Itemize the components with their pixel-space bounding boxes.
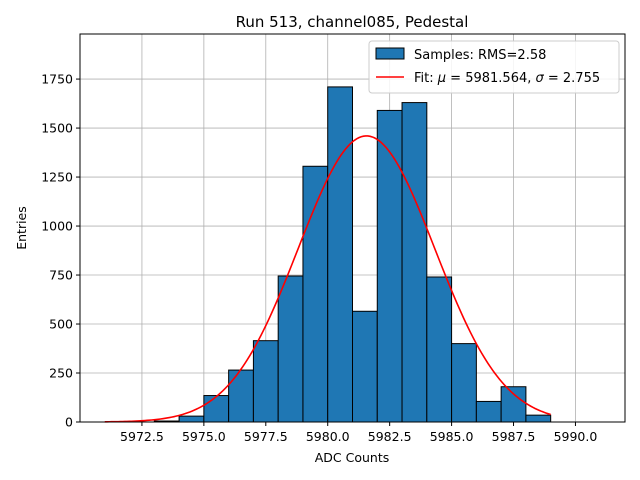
x-axis-label: ADC Counts	[315, 450, 390, 465]
x-tick-label: 5977.5	[244, 429, 288, 444]
y-tick-label: 1750	[41, 72, 73, 87]
legend-fit-mu-symbol: μ	[437, 71, 446, 86]
y-tick-label: 1500	[41, 121, 73, 136]
y-tick-label: 1250	[41, 170, 73, 185]
x-tick-label: 5987.5	[492, 429, 536, 444]
x-tick-label: 5982.5	[368, 429, 412, 444]
y-tick-label: 750	[49, 268, 73, 283]
histogram-bar	[228, 369, 254, 423]
x-tick-label: 5980.0	[306, 429, 350, 444]
legend: Samples: RMS=2.58 Fit: μ = 5981.564, σ =…	[368, 40, 620, 94]
x-tick-label: 5990.0	[554, 429, 598, 444]
legend-histogram-label: Samples: RMS=2.58	[414, 48, 546, 63]
histogram-bar	[500, 386, 527, 423]
histogram-bar	[178, 415, 205, 423]
y-axis-label: Entries	[14, 206, 29, 250]
y-tick-label: 500	[49, 317, 73, 332]
histogram-bar	[426, 276, 453, 423]
y-tick-label: 250	[49, 366, 73, 381]
legend-fit-label: Fit: μ = 5981.564, σ = 2.755	[414, 71, 600, 86]
histogram-bar	[277, 275, 304, 423]
histogram-bar	[475, 400, 502, 423]
histogram-bars	[153, 86, 552, 423]
plot-frame	[79, 33, 626, 423]
histogram-bar	[376, 109, 403, 423]
x-tick-label: 5975.0	[182, 429, 226, 444]
legend-box	[368, 40, 620, 94]
gaussian-fit	[104, 135, 551, 423]
legend-fit-mu-value: = 5981.564,	[446, 71, 535, 86]
histogram-bar	[327, 86, 353, 423]
x-tick-label: 5972.5	[120, 429, 164, 444]
legend-fit-sigma-value: = 2.755	[544, 71, 600, 86]
legend-histogram-swatch	[375, 47, 405, 60]
y-tick-label: 0	[65, 415, 73, 430]
histogram-bar	[352, 310, 378, 423]
gaussian-fit-curve	[104, 135, 551, 423]
histogram-bar	[525, 414, 552, 423]
histogram-bar	[203, 395, 230, 423]
chart-title: Run 513, channel085, Pedestal	[236, 13, 469, 31]
histogram-bar	[401, 102, 428, 423]
histogram-bar	[451, 343, 477, 423]
histogram-bar	[252, 340, 279, 423]
histogram-bar	[302, 165, 329, 423]
y-tick-label: 1000	[41, 219, 73, 234]
x-tick-label: 5985.0	[430, 429, 474, 444]
legend-fit-sigma-symbol: σ	[536, 71, 545, 86]
y-axis-ticks: 0 250 500 750 1000 1250 1500 1750	[41, 72, 80, 430]
x-axis-ticks: 5972.5 5975.0 5977.5 5980.0 5982.5 5985.0 5987…	[120, 422, 597, 444]
legend-fit-prefix: Fit:	[414, 71, 438, 86]
